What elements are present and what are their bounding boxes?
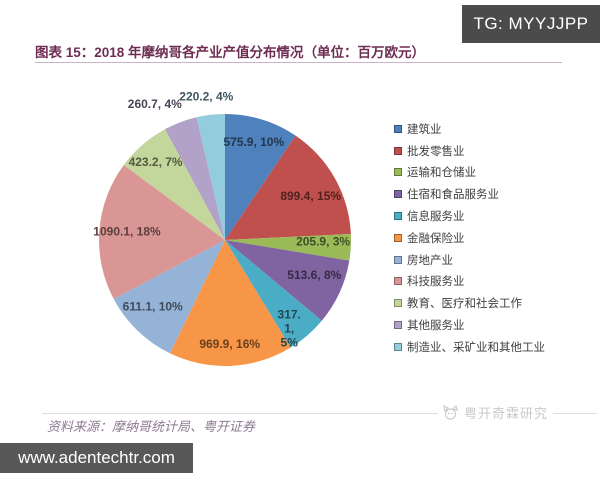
website-badge: www.adentechtr.com [0, 443, 193, 473]
legend-item-4: 信息服务业 [394, 205, 545, 227]
legend-item-0: 建筑业 [394, 118, 545, 140]
legend-swatch-icon [394, 342, 402, 351]
slice-label-4: 317. 1, 5% [278, 307, 301, 349]
pie-slice-1 [225, 135, 351, 240]
legend-swatch-icon [394, 233, 402, 242]
watermark-text: 粤开奇霖研究 [464, 406, 549, 421]
watermark: 粤开奇霖研究 [438, 403, 554, 422]
legend-swatch-icon [394, 299, 402, 308]
pie-slice-7 [99, 165, 225, 299]
legend-swatch-icon [394, 321, 402, 330]
title-underline [35, 62, 562, 63]
pie-slice-5 [169, 240, 291, 366]
pie-slice-10 [196, 113, 225, 240]
pie-slice-8 [123, 129, 225, 240]
slice-label-3: 513.6, 8% [287, 268, 341, 282]
legend-label: 建筑业 [407, 123, 442, 136]
legend-label: 批发零售业 [407, 145, 465, 158]
legend-item-9: 其他服务业 [394, 314, 545, 336]
slice-label-8: 423.2, 7% [129, 155, 183, 169]
legend-swatch-icon [394, 124, 402, 133]
legend-item-7: 科技服务业 [394, 271, 545, 293]
footer-rule [42, 413, 597, 414]
legend-label: 房地产业 [407, 254, 453, 267]
legend-label: 住宿和食品服务业 [407, 189, 499, 202]
legend-label: 科技服务业 [407, 276, 465, 289]
legend-item-10: 制造业、采矿业和其他工业 [394, 336, 545, 358]
legend-swatch-icon [394, 277, 402, 286]
legend-item-1: 批发零售业 [394, 140, 545, 162]
pie-slice-4 [225, 240, 322, 348]
pie-slice-9 [165, 117, 225, 240]
legend-swatch-icon [394, 168, 402, 177]
pie-slice-0 [225, 113, 296, 240]
slice-label-0: 575.9, 10% [223, 135, 284, 149]
telegram-badge: TG: MYYJJPP [462, 5, 600, 43]
legend-item-5: 金融保险业 [394, 227, 545, 249]
slice-label-7: 1090.1, 18% [93, 225, 161, 239]
legend-swatch-icon [394, 212, 402, 221]
legend-label: 教育、医疗和社会工作 [407, 298, 522, 311]
legend-item-6: 房地产业 [394, 249, 545, 271]
legend-item-3: 住宿和食品服务业 [394, 183, 545, 205]
slice-label-2: 205.9, 3% [296, 235, 350, 249]
pie-slice-2 [225, 234, 352, 261]
pie-slice-3 [225, 240, 350, 321]
legend-label: 金融保险业 [407, 232, 465, 245]
legend-swatch-icon [394, 146, 402, 155]
legend-swatch-icon [394, 255, 402, 264]
slice-label-5: 969.9, 16% [199, 337, 260, 351]
chart-legend: 建筑业批发零售业运输和仓储业住宿和食品服务业 信息服务业金融保险业房地产业科技服务… [394, 118, 545, 358]
slice-label-10: 220.2, 4% [179, 90, 233, 104]
legend-label: 其他服务业 [407, 320, 465, 333]
figure-title: 图表 15：2018 年摩纳哥各产业产值分布情况（单位：百万欧元） [35, 45, 426, 60]
slice-label-6: 611.1, 10% [123, 300, 183, 314]
legend-label: 运输和仓储业 [407, 167, 476, 180]
source-note: 资料来源：摩纳哥统计局、粤开证券 [47, 419, 256, 434]
watermark-logo-icon [443, 405, 458, 420]
legend-item-2: 运输和仓储业 [394, 162, 545, 184]
legend-swatch-icon [394, 190, 402, 199]
slice-label-9: 260.7, 4% [128, 97, 182, 111]
legend-item-8: 教育、医疗和社会工作 [394, 292, 545, 314]
slice-label-1: 899.4, 15% [280, 189, 341, 203]
legend-label: 制造业、采矿业和其他工业 [407, 341, 545, 354]
pie-slice-6 [113, 240, 225, 354]
legend-label: 信息服务业 [407, 211, 465, 224]
